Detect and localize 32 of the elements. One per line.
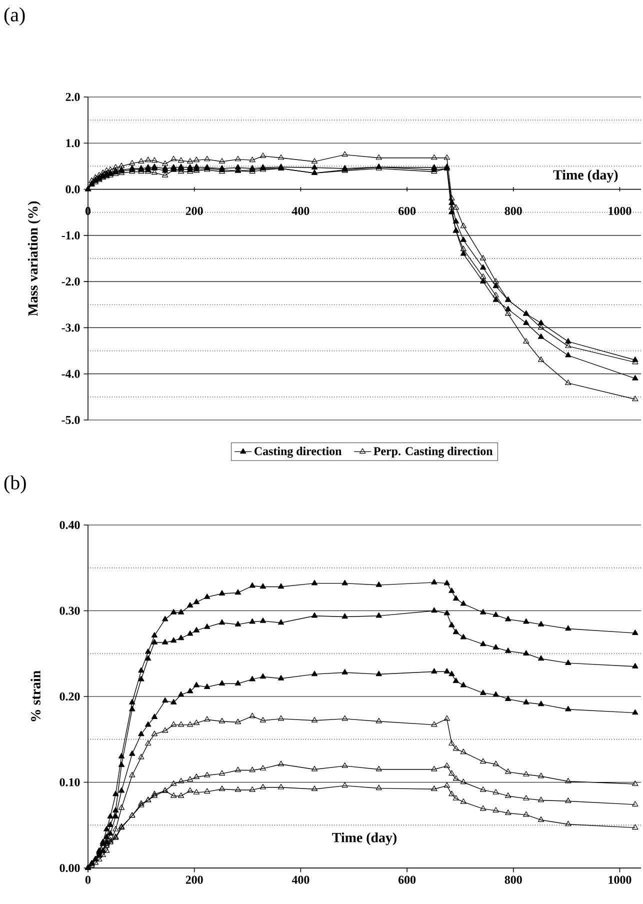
y-tick-label: -2.0 (62, 278, 80, 286)
y-tick-label: 1.0 (66, 139, 80, 148)
x-tick-label: 600 (398, 876, 416, 884)
y-tick-label: -3.0 (62, 324, 80, 332)
x-tick-label: 1000 (608, 206, 632, 215)
x-tick-label: 800 (504, 876, 522, 884)
x-axis-title: Time (day) (553, 170, 618, 182)
y-tick-label: 2.0 (66, 92, 80, 102)
y-tick-label: -1.0 (62, 231, 80, 240)
x-axis-title: Time (day) (332, 832, 396, 846)
y-tick-label: 0.00 (60, 864, 80, 872)
chart-title: (b) (4, 475, 26, 494)
x-tick-label: 600 (398, 206, 416, 215)
y-tick-label: 0.20 (60, 692, 80, 701)
y-tick-label: -4.0 (62, 370, 80, 378)
legend-label: Casting direction (254, 446, 342, 458)
x-tick-label: 0 (85, 876, 91, 884)
x-tick-label: 200 (186, 206, 203, 215)
x-tick-label: 200 (186, 876, 203, 884)
y-tick-label: 0.0 (66, 185, 80, 194)
x-tick-label: 400 (292, 206, 310, 215)
y-axis-title: % strain (30, 670, 40, 722)
y-tick-label: -5.0 (62, 416, 80, 424)
x-tick-label: 800 (504, 206, 522, 215)
x-tick-label: 1000 (608, 876, 632, 884)
x-tick-label: 400 (292, 876, 310, 884)
y-axis-title: Mass variation (%) (28, 201, 40, 316)
legend-label: Perp. Casting direction (374, 446, 493, 458)
y-tick-label: 0.30 (60, 606, 80, 615)
chart-title: (a) (4, 7, 25, 26)
y-tick-label: 0.40 (60, 520, 80, 530)
y-tick-label: 0.10 (60, 778, 80, 786)
